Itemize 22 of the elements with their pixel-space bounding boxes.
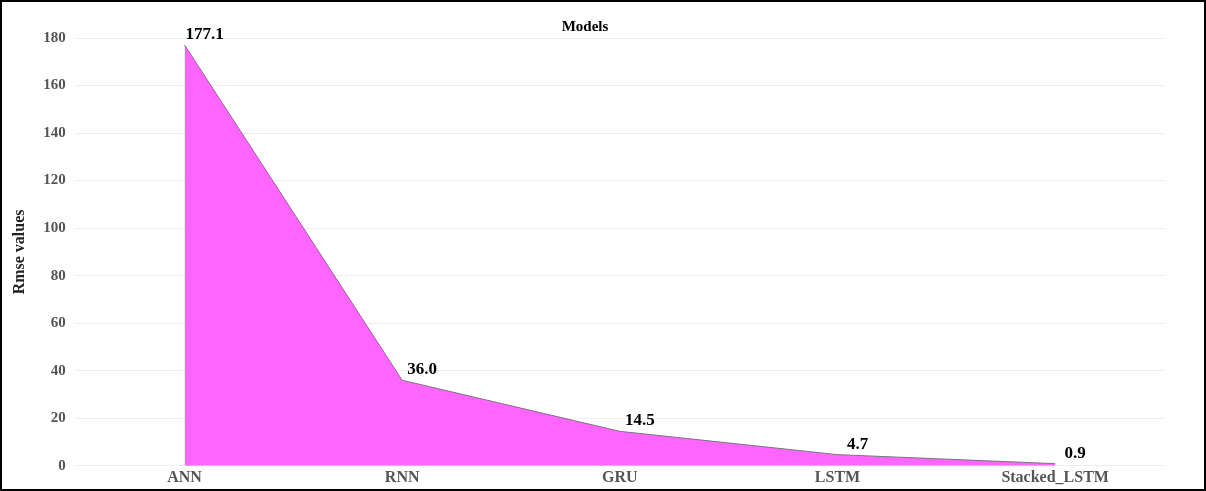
y-tick-label: 180 [43,28,66,45]
y-tick-label: 0 [58,456,66,473]
data-label: 14.5 [624,410,655,430]
y-tick-label: 20 [50,409,66,426]
data-label: 4.7 [846,433,869,453]
y-tick-label: 60 [50,314,66,331]
data-label: 177.1 [185,23,224,43]
y-tick-label: 120 [43,171,66,188]
x-tick-label: ANN [167,467,203,485]
x-tick-label: RNN [384,467,420,485]
x-tick-label: LSTM [814,467,861,485]
y-tick-label: 160 [43,76,66,93]
y-tick-label: 140 [43,123,66,140]
x-tick-label: Stacked_LSTM [1001,467,1109,485]
data-label: 0.9 [1064,442,1086,462]
y-tick-label: 80 [50,266,66,283]
x-tick-label: GRU [602,467,639,485]
y-tick-label: 40 [50,361,66,378]
chart-title: Models [561,17,609,34]
data-label: 36.0 [407,359,438,379]
y-axis-title: Rmse values [9,209,27,295]
y-tick-label: 100 [43,219,66,236]
